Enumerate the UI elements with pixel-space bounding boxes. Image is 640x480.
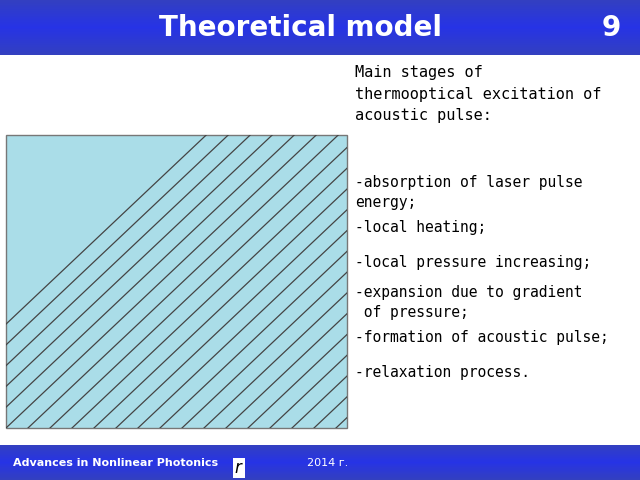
Bar (0, 471, 640, 472)
Bar (0, 4, 640, 5)
Text: Theoretical model: Theoretical model (159, 13, 442, 42)
Text: -relaxation process.: -relaxation process. (355, 365, 530, 380)
Bar (0, 0, 640, 1)
Bar (0, 472, 640, 473)
Bar (0, 28, 640, 29)
Bar (0, 458, 640, 459)
Bar (0, 20, 640, 21)
Bar (0, 13, 640, 14)
Bar (0, 38, 640, 39)
Bar (0, 19, 640, 20)
Bar (0, 11, 640, 12)
Bar (0, 451, 640, 452)
Bar (0, 40, 640, 41)
Text: $r$: $r$ (234, 460, 244, 477)
Bar (0, 459, 640, 460)
Bar (0, 449, 640, 450)
Bar (0, 477, 640, 478)
Bar (0, 475, 640, 477)
Bar (0, 456, 640, 457)
Bar (0, 41, 640, 42)
Bar (0, 44, 640, 45)
Text: -expansion due to gradient
 of pressure;: -expansion due to gradient of pressure; (355, 285, 582, 320)
Bar (0, 51, 640, 52)
Bar (0, 479, 640, 480)
Text: -formation of acoustic pulse;: -formation of acoustic pulse; (355, 330, 609, 345)
Text: Main stages of
thermooptical excitation of
acoustic pulse:: Main stages of thermooptical excitation … (355, 65, 602, 123)
Bar (0, 454, 640, 455)
Bar (0, 46, 640, 47)
Bar (0, 2, 640, 3)
Bar (0, 1, 640, 2)
Bar (0, 478, 640, 479)
Bar (0, 5, 640, 6)
Text: 2014 г.: 2014 г. (307, 458, 348, 468)
Bar (0, 26, 640, 27)
Bar (0, 32, 640, 33)
Bar (0, 27, 640, 28)
Text: Advances in Nonlinear Photonics: Advances in Nonlinear Photonics (13, 458, 218, 468)
Bar (0, 452, 640, 454)
Bar (0, 446, 640, 448)
Bar (0, 445, 640, 446)
Bar (0, 462, 640, 463)
Bar (0, 463, 640, 464)
Bar (0, 15, 640, 16)
Bar (0, 9, 640, 10)
Text: -local pressure increasing;: -local pressure increasing; (355, 255, 591, 270)
Bar (0, 16, 640, 17)
Bar (0, 21, 640, 22)
Bar (0, 465, 640, 466)
Bar (0, 448, 640, 449)
Bar (0, 45, 640, 46)
Bar (0, 12, 640, 13)
Bar (0, 466, 640, 468)
Bar (0, 474, 640, 475)
Bar (0, 53, 640, 54)
Bar (0, 8, 640, 9)
Bar (0, 22, 640, 23)
Bar (0, 37, 640, 38)
Bar (0, 30, 640, 31)
Bar (0, 43, 640, 44)
Bar (0, 50, 640, 51)
Bar (0, 18, 640, 19)
Text: 9: 9 (602, 13, 621, 42)
Bar (0, 36, 640, 37)
Bar (0, 47, 640, 48)
Bar (0, 33, 640, 34)
Text: -absorption of laser pulse
energy;: -absorption of laser pulse energy; (355, 175, 582, 210)
Bar (0, 17, 640, 18)
Bar (0, 49, 640, 50)
Bar (0, 24, 640, 25)
Bar (0, 6, 640, 7)
Bar (0, 457, 640, 458)
Bar (0, 49, 640, 50)
Bar (0, 52, 640, 53)
Bar (0, 7, 640, 8)
Bar (0, 460, 640, 462)
Bar (0, 23, 640, 24)
Bar (0, 3, 640, 4)
Bar (0, 469, 640, 471)
Text: -local heating;: -local heating; (355, 220, 486, 235)
Bar (0, 464, 640, 465)
Bar (0, 34, 640, 35)
Bar (0, 54, 640, 55)
Bar (0, 29, 640, 30)
Bar (0, 455, 640, 456)
Bar (0, 39, 640, 40)
Bar (0, 25, 640, 26)
Bar (0, 48, 640, 49)
Bar (0, 468, 640, 469)
Bar (0, 473, 640, 474)
Bar (0, 42, 640, 43)
Bar (0, 14, 640, 15)
Bar (0, 31, 640, 32)
Bar (6, 135, 347, 428)
Bar (0, 35, 640, 36)
Bar (0, 27, 640, 28)
Bar (0, 450, 640, 451)
Bar (0, 10, 640, 11)
